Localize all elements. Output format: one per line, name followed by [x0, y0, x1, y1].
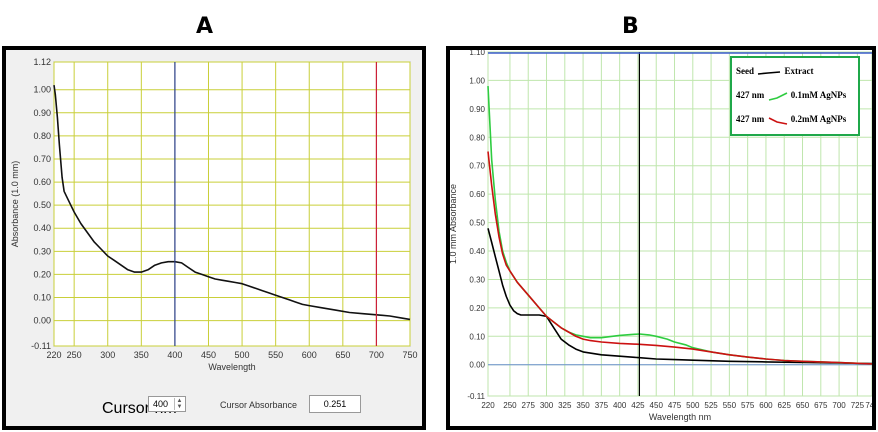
panel-a-frame: 220 250 300 350 400 450 500 550 600 650 700 750 -0.1… [2, 46, 426, 430]
legend-row2-right: 0.1mM AgNPs [790, 90, 847, 100]
y-tick-label-7: 0.60 [33, 177, 51, 187]
x-tick-label-5: 450 [201, 350, 216, 360]
y-tick-label-9: 0.80 [469, 133, 485, 142]
y-tick-label-11: 1.00 [469, 76, 485, 85]
x-tick-label-11: 500 [686, 401, 700, 410]
y-tick-label-8: 0.70 [469, 162, 485, 171]
legend-swatch-02mm [768, 117, 787, 125]
legend-row-01mm: 427 nm 0.1mM AgNPs [736, 90, 846, 101]
x-tick-label-9: 650 [335, 350, 350, 360]
x-tick-label-2: 300 [100, 350, 115, 360]
chart-b-legend: Seed Extract 427 nm 0.1mM AgNPs 427 nm 0… [730, 56, 860, 136]
legend-swatch-01mm [768, 92, 787, 101]
x-tick-label-13: 550 [723, 401, 737, 410]
y-axis-label: Absorbance (1.0 mm) [10, 161, 20, 248]
y-tick-label-1: 0.00 [469, 361, 485, 370]
x-tick-label-2: 275 [522, 401, 536, 410]
cursor-nm-input[interactable]: 400 ▲ ▼ [148, 396, 186, 412]
x-tick-label-20: 725 [851, 401, 865, 410]
y-tick-label-11: 1.00 [33, 85, 51, 95]
cursor-nm-stepper[interactable]: ▲ ▼ [174, 398, 184, 410]
legend-row-extract: Seed Extract [736, 66, 814, 77]
series-line-0 [53, 84, 411, 321]
x-tick-label-15: 600 [759, 401, 773, 410]
legend-swatch-extract [758, 71, 781, 75]
cursor-nm-value: 400 [153, 399, 169, 409]
series-line-extract [487, 228, 872, 365]
y-axis-label: 1.0 mm Absorbance [450, 184, 458, 264]
y-tick-label-2: 0.10 [33, 293, 51, 303]
x-tick-label-19: 700 [832, 401, 846, 410]
panel-b-frame: 220 250 275 300 325 350 375 400 425 450 475 500 525 5… [446, 46, 876, 430]
x-tick-label-18: 675 [814, 401, 828, 410]
x-tick-label-0: 220 [46, 350, 61, 360]
series-line-0-2mm-agnps [487, 151, 872, 365]
x-tick-label-5: 350 [576, 401, 590, 410]
x-axis-label: Wavelength nm [649, 412, 711, 422]
y-tick-label-8: 0.70 [33, 154, 51, 164]
y-tick-label-1: 0.00 [33, 316, 51, 326]
x-tick-label-4: 325 [558, 401, 572, 410]
y-tick-label-10: 0.90 [33, 108, 51, 118]
x-tick-label-21: 745 [865, 401, 872, 410]
x-tick-label-6: 500 [235, 350, 250, 360]
x-tick-label-12: 525 [704, 401, 718, 410]
cursor-absorbance-label: Cursor Absorbance [220, 400, 298, 410]
chart-a: 220 250 300 350 400 450 500 550 600 650 700 750 -0.1… [10, 57, 418, 372]
x-tick-label-1: 250 [67, 350, 82, 360]
x-tick-label-14: 575 [741, 401, 755, 410]
y-tick-label-0: -0.11 [467, 392, 485, 401]
x-tick-label-10: 700 [369, 350, 384, 360]
y-tick-label-2: 0.10 [469, 332, 485, 341]
cursor-absorbance-field: 0.251 [309, 395, 361, 413]
y-tick-label-6: 0.50 [33, 200, 51, 210]
panel-b-label: B [622, 14, 639, 39]
y-tick-label-7: 0.60 [469, 190, 485, 199]
legend-row2-left: 427 nm [736, 90, 765, 100]
y-tick-label-3: 0.20 [33, 269, 51, 279]
y-tick-label-10: 0.90 [469, 105, 485, 114]
x-tick-label-7: 400 [613, 401, 627, 410]
x-tick-label-11: 750 [402, 350, 417, 360]
y-tick-label-4: 0.30 [33, 246, 51, 256]
plot-area [53, 61, 411, 347]
legend-row3-left: 427 nm [736, 114, 765, 124]
x-tick-label-6: 375 [595, 401, 609, 410]
x-tick-label-7: 550 [268, 350, 283, 360]
x-tick-label-3: 350 [134, 350, 149, 360]
y-tick-label-0: -0.11 [31, 341, 51, 351]
y-tick-label-12: 1.12 [33, 57, 51, 67]
legend-row3-right: 0.2mM AgNPs [790, 114, 847, 124]
x-tick-label-10: 475 [668, 401, 682, 410]
y-tick-label-3: 0.20 [469, 304, 485, 313]
cursor-absorbance-value: 0.251 [323, 399, 347, 409]
x-tick-label-9: 450 [650, 401, 664, 410]
legend-row1-right: Extract [784, 66, 814, 76]
x-tick-label-17: 650 [796, 401, 810, 410]
x-tick-label-4: 400 [167, 350, 182, 360]
y-tick-label-5: 0.40 [469, 247, 485, 256]
x-axis-label: Wavelength [208, 362, 255, 372]
legend-row1-left: Seed [736, 66, 754, 76]
x-tick-label-8: 600 [302, 350, 317, 360]
x-tick-label-8: 425 [631, 401, 645, 410]
x-tick-label-3: 300 [540, 401, 554, 410]
x-tick-label-1: 250 [503, 401, 517, 410]
y-tick-label-9: 0.80 [33, 131, 51, 141]
x-tick-label-16: 625 [778, 401, 792, 410]
legend-row-02mm: 427 nm 0.2mM AgNPs [736, 114, 846, 125]
panel-a-label: A [196, 14, 214, 39]
y-tick-label-6: 0.50 [469, 219, 485, 228]
y-tick-label-4: 0.30 [469, 275, 485, 284]
y-tick-label-12: 1.10 [469, 50, 485, 57]
x-tick-label-0: 220 [481, 401, 495, 410]
y-tick-label-5: 0.40 [33, 223, 51, 233]
